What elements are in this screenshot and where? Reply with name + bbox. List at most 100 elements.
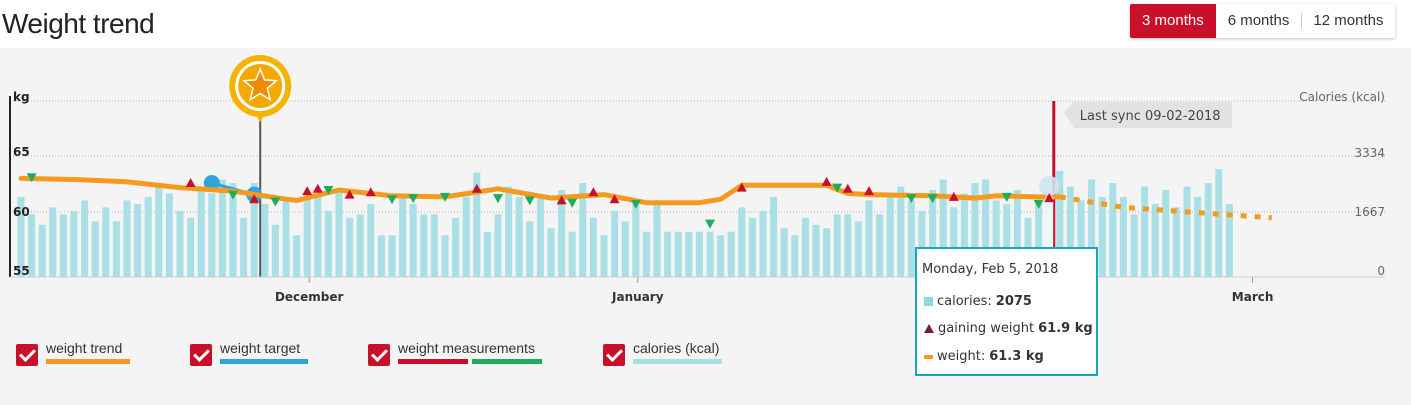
range-6-months-button[interactable]: 6 months — [1227, 12, 1290, 29]
weight-loss-marker — [1033, 199, 1044, 209]
calories-swatch — [633, 359, 722, 364]
weight-loss-marker — [493, 194, 503, 204]
calorie-bar — [865, 200, 873, 277]
tooltip-weight-row: weight: 61.3 kg — [924, 349, 1044, 364]
weight-gain-marker — [185, 178, 196, 187]
weight-measurements-checkbox[interactable] — [368, 344, 390, 366]
range-3-months-button[interactable]: 3 months — [1130, 4, 1216, 38]
calorie-bar — [600, 235, 608, 277]
page-title: Weight trend — [2, 8, 155, 39]
calorie-bar — [112, 221, 120, 277]
calorie-bar — [165, 193, 173, 277]
calorie-bar — [250, 183, 258, 277]
y-axis-unit: kg — [13, 90, 30, 104]
calorie-bar — [314, 193, 322, 277]
calorie-bar — [791, 235, 799, 277]
calorie-bar — [876, 214, 884, 277]
calorie-bar — [81, 200, 89, 277]
weight-gain-marker — [1044, 193, 1055, 203]
weight-loss-marker — [524, 196, 535, 206]
calorie-bar — [653, 200, 661, 277]
calorie-bar — [1162, 190, 1170, 277]
calorie-bar — [907, 200, 915, 277]
calorie-bar — [886, 196, 894, 277]
weight-loss-marker — [927, 194, 938, 204]
legend-weight-target[interactable]: weight target — [190, 340, 308, 366]
tooltip-weight-value: 61.3 kg — [989, 349, 1044, 364]
calorie-bar — [1077, 200, 1085, 277]
calorie-bar — [1183, 186, 1191, 277]
trend-line — [18, 175, 1063, 206]
weight-target-marker — [203, 55, 292, 277]
calorie-bar — [685, 231, 693, 277]
calorie-bar — [918, 210, 926, 277]
range-selector: 3 months 6 months 12 months — [1130, 4, 1396, 38]
weight-loss-marker — [387, 195, 397, 205]
calories-square-icon — [924, 297, 933, 306]
calorie-bar — [430, 214, 438, 277]
grid-lines — [10, 100, 1385, 213]
trend-swatch — [46, 359, 130, 364]
calorie-bar — [1098, 196, 1106, 277]
legend-calories[interactable]: calories (kcal) — [603, 340, 722, 366]
calorie-bar — [208, 193, 216, 277]
calorie-bar — [960, 193, 968, 277]
calorie-bar — [1225, 203, 1233, 277]
calorie-bar — [706, 231, 714, 277]
calorie-bar — [1215, 169, 1223, 277]
legend-weight-trend[interactable]: weight trend — [16, 340, 130, 366]
calories-checkbox[interactable] — [603, 344, 625, 366]
calorie-bar — [144, 196, 152, 277]
calorie-bar — [229, 183, 237, 277]
legend-weight-measurements[interactable]: weight measurements — [368, 340, 542, 366]
loss-swatch — [472, 359, 542, 364]
calorie-bar — [441, 235, 449, 277]
tooltip-calories-label: calories: — [937, 294, 992, 309]
calorie-bar — [515, 196, 523, 277]
weight-loss-marker — [323, 185, 334, 195]
calorie-bar — [346, 217, 354, 277]
calorie-bar — [1194, 196, 1202, 277]
weight-target-checkbox[interactable] — [190, 344, 212, 366]
weight-loss-marker — [832, 183, 843, 193]
weight-loss-marker — [567, 198, 578, 208]
weight-loss-marker — [408, 194, 419, 204]
calorie-bar — [197, 186, 205, 277]
tooltip-weight-label: weight: — [937, 349, 986, 364]
calorie-bar — [261, 203, 269, 277]
calorie-bar — [992, 200, 1000, 277]
calorie-bar — [17, 196, 25, 277]
legend-label-weight-trend: weight trend — [46, 340, 123, 356]
calorie-bar — [844, 214, 852, 277]
tooltip-gain-row: gaining weight 61.9 kg — [924, 321, 1093, 336]
weight-dash-icon — [924, 354, 933, 359]
calorie-bar — [123, 200, 131, 277]
right-tick-label: 0 — [1377, 264, 1385, 278]
calorie-bar — [823, 228, 831, 277]
weight-trend-checkbox[interactable] — [16, 344, 38, 366]
calorie-bar — [971, 183, 979, 277]
calorie-bar — [833, 214, 841, 277]
weight-gain-marker — [556, 195, 567, 205]
calorie-bar — [282, 200, 290, 277]
calorie-bar — [409, 203, 417, 277]
range-12-months-button[interactable]: 12 months — [1301, 4, 1395, 38]
weight-gain-marker — [344, 189, 355, 199]
calorie-bar — [367, 203, 375, 277]
y-tick-label: 60 — [13, 205, 30, 219]
weight-gain-marker — [948, 191, 959, 201]
tooltip-gain-value: 61.9 kg — [1038, 321, 1093, 336]
weight-gain-marker — [609, 194, 620, 204]
calorie-bar — [695, 231, 703, 277]
sync-label-box — [1063, 102, 1232, 128]
tooltip-calories-row: calories: 2075 — [924, 294, 1032, 309]
calorie-bar — [568, 231, 576, 277]
calorie-bar — [1141, 186, 1149, 277]
calorie-bar — [939, 179, 947, 277]
calorie-bar — [611, 210, 619, 277]
weight-loss-marker — [440, 192, 450, 202]
calorie-bar — [134, 203, 142, 277]
legend-label-weight-measurements: weight measurements — [398, 340, 535, 356]
weight-loss-marker — [705, 219, 715, 229]
